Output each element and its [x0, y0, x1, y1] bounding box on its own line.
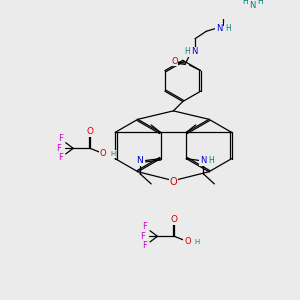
Text: O: O: [100, 149, 106, 158]
Text: N: N: [216, 24, 223, 33]
Text: H: H: [225, 24, 231, 33]
Text: O: O: [169, 177, 177, 187]
Text: H: H: [110, 151, 115, 157]
Text: O: O: [171, 57, 178, 66]
Text: N: N: [200, 156, 206, 165]
Text: H: H: [209, 156, 214, 165]
Text: N: N: [249, 1, 255, 10]
Text: O: O: [184, 238, 191, 247]
Text: N: N: [136, 156, 143, 165]
Text: H: H: [243, 0, 248, 6]
Text: O: O: [87, 127, 94, 136]
Text: F: F: [142, 223, 147, 232]
Text: O: O: [171, 215, 178, 224]
Text: H: H: [184, 47, 190, 56]
Text: F: F: [56, 144, 61, 153]
Text: F: F: [140, 232, 145, 241]
Text: F: F: [58, 153, 63, 162]
Text: H: H: [258, 0, 263, 6]
Text: H: H: [194, 239, 200, 245]
Text: F: F: [58, 134, 63, 143]
Text: F: F: [142, 241, 147, 250]
Text: N: N: [191, 47, 197, 56]
